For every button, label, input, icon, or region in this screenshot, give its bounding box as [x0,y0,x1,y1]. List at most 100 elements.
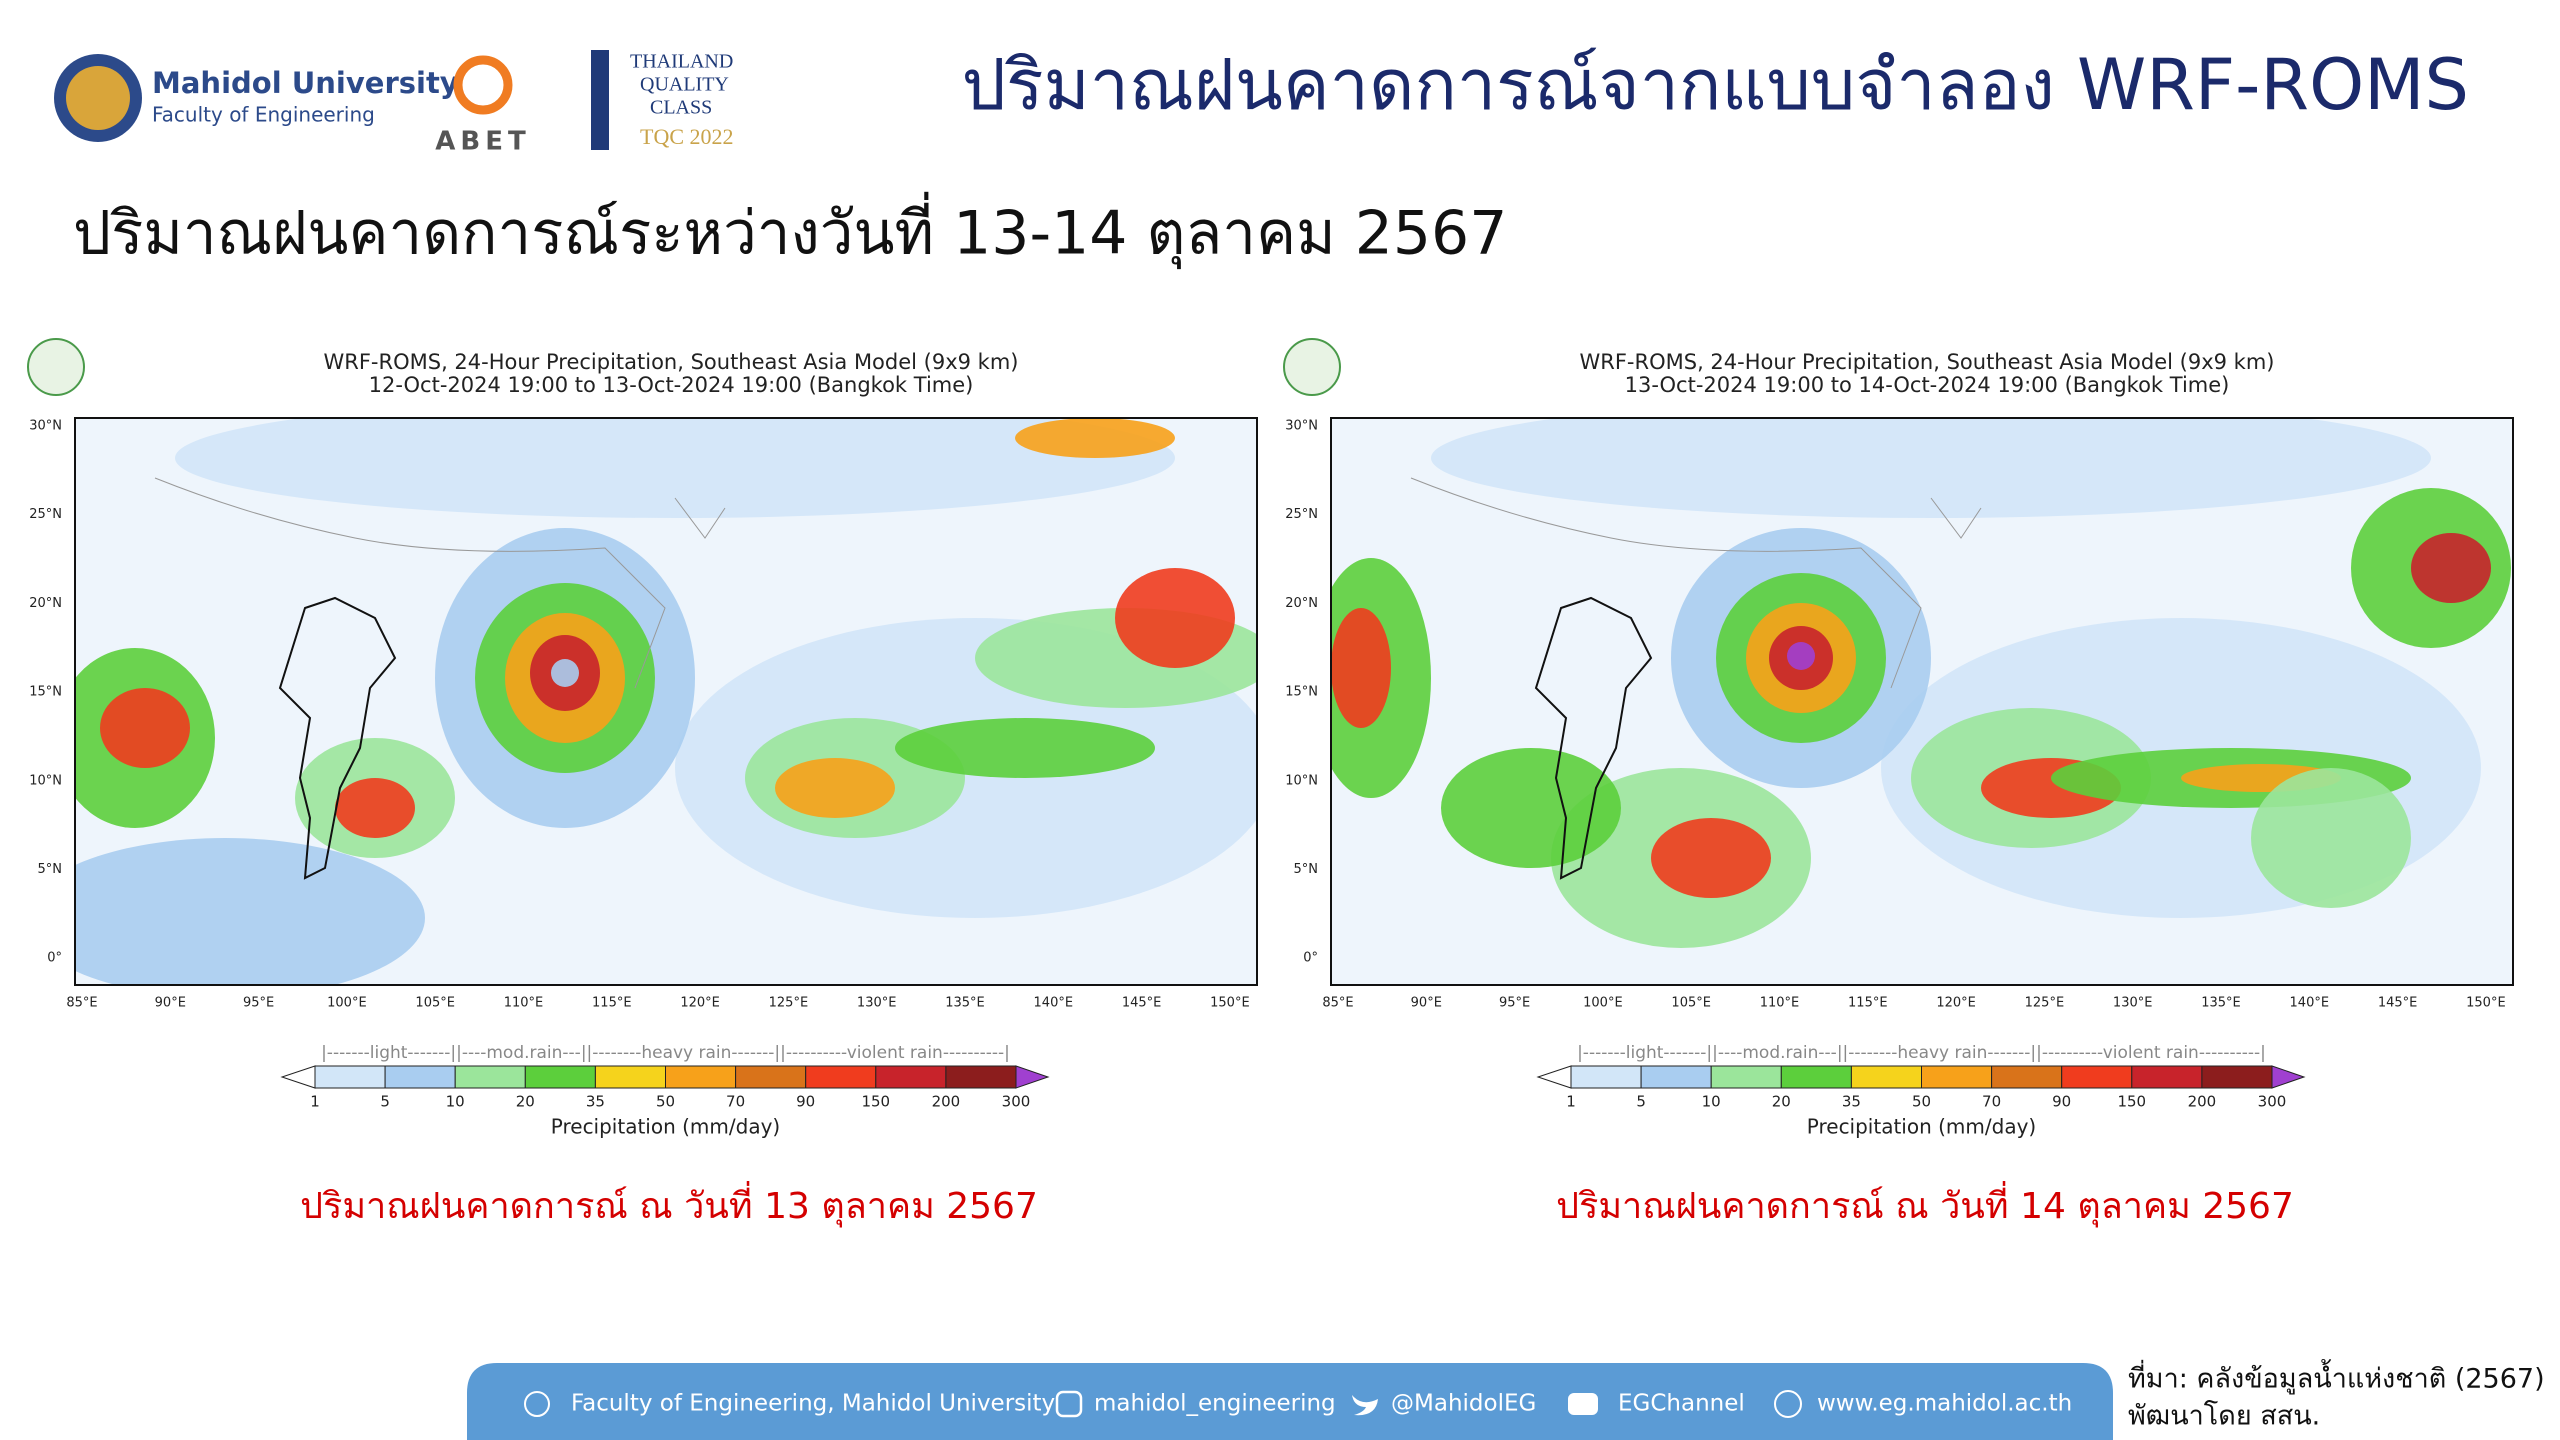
colorbar-level: 5 [1636,1093,1646,1111]
lon-label: 85°E [66,996,97,1011]
instagram-icon [1055,1390,1083,1418]
coastline [1534,596,1653,880]
colorbar-segment [1640,1065,1712,1089]
lon-label: 150°E [1210,996,1250,1011]
lat-label: 5°N [38,862,63,877]
source-note: พัฒนาโดย สสน. [2128,1401,2320,1432]
rain-area [895,718,1155,778]
lon-label: 125°E [769,996,809,1011]
lon-label: 140°E [2290,996,2330,1011]
lon-label: 150°E [2466,996,2506,1011]
colorbar-segment [805,1065,877,1089]
rain-area [1441,748,1621,868]
colorbar-segment [875,1065,947,1089]
rain-area [2251,768,2411,908]
lon-label: 85°E [1322,996,1353,1011]
coastline [154,477,726,689]
rain-area [775,758,895,818]
lon-label: 90°E [155,996,186,1011]
colorbar-segment [1780,1065,1852,1089]
rain-area [175,418,1175,518]
rain-area [1787,642,1815,670]
lat-label: 30°N [29,419,62,434]
lat-label: 25°N [29,507,62,522]
footer-item: @MahidolEG [1391,1391,1536,1417]
abet-logo [453,55,513,115]
colorbar-segment [735,1065,807,1089]
colorbar-level: 300 [2258,1093,2287,1111]
lat-label: 5°N [1294,862,1319,877]
map-frame [74,417,1258,986]
lon-label: 90°E [1411,996,1442,1011]
colorbar-level: 50 [656,1093,675,1111]
colorbar-level: 200 [2188,1093,2217,1111]
colorbar-level: 50 [1912,1093,1931,1111]
colorbar-level: 20 [516,1093,535,1111]
lon-label: 110°E [1760,996,1800,1011]
hii-logo [1283,338,1341,396]
rain-area [75,838,425,985]
colorbar-level: 90 [2052,1093,2071,1111]
colorbar-over [2271,1065,2306,1089]
rain-area [335,778,415,838]
colorbar-level: 10 [446,1093,465,1111]
coastline [1410,477,1982,689]
footer-item: EGChannel [1618,1391,1745,1417]
lon-label: 95°E [243,996,274,1011]
lon-label: 115°E [1848,996,1888,1011]
colorbar-level: 35 [586,1093,605,1111]
colorbar-level: 70 [1982,1093,2001,1111]
lon-label: 145°E [2378,996,2418,1011]
map-panel: WRF-ROMS, 24-Hour Precipitation, Southea… [27,338,1258,1228]
footer-bar [467,1363,2113,1440]
lat-label: 15°N [1285,685,1318,700]
university-name: Mahidol University [152,66,459,100]
colorbar-segment [384,1065,456,1089]
colorbar-segment [314,1065,386,1089]
colorbar-over [1015,1065,1050,1089]
colorbar-segment [454,1065,526,1089]
colorbar-segment [665,1065,737,1089]
lon-label: 130°E [2113,996,2153,1011]
lat-label: 30°N [1285,419,1318,434]
colorbar-under [1536,1065,1572,1089]
colorbar-segment [2131,1065,2203,1089]
faculty-name: Faculty of Engineering [152,103,375,127]
lat-label: 20°N [29,596,62,611]
lon-label: 115°E [592,996,632,1011]
lat-label: 0° [47,951,62,966]
colorbar-level: 35 [1842,1093,1861,1111]
lat-label: 15°N [29,685,62,700]
colorbar-under [280,1065,316,1089]
lon-label: 140°E [1034,996,1074,1011]
colorbar-level: 150 [2117,1093,2146,1111]
footer-item: www.eg.mahidol.ac.th [1817,1391,2072,1417]
tqc-line: TQC 2022 [640,124,734,149]
colorbar-segment [1921,1065,1993,1089]
lon-label: 110°E [504,996,544,1011]
tqc-emblem [591,50,609,150]
lon-label: 135°E [2201,996,2241,1011]
tqc-line: THAILAND [630,51,733,73]
colorbar-segment [1710,1065,1782,1089]
colorbar-level: 5 [380,1093,390,1111]
abet-text: ABET [435,127,530,157]
lat-label: 25°N [1285,507,1318,522]
tqc-line: CLASS [650,97,712,119]
map-panel: WRF-ROMS, 24-Hour Precipitation, Southea… [1283,338,2514,1228]
facebook-icon [524,1391,550,1417]
source-note: ที่มา: คลังข้อมูลน้ำแห่งชาติ (2567) [2128,1359,2545,1395]
coastline [278,596,397,880]
slide-subtitle: ปริมาณฝนคาดการณ์ระหว่างวันที่ 13-14 ตุลา… [73,192,1507,270]
footer-item: mahidol_engineering [1094,1391,1336,1417]
lon-label: 145°E [1122,996,1162,1011]
map-title: WRF-ROMS, 24-Hour Precipitation, Southea… [1579,350,2274,374]
colorbar-level: 90 [796,1093,815,1111]
web-icon [1774,1390,1802,1418]
map-caption: ปริมาณฝนคาดการณ์ ณ วันที่ 13 ตุลาคม 2567 [300,1181,1038,1228]
rain-area [1331,608,1391,728]
twitter-icon [1352,1395,1378,1416]
lat-label: 20°N [1285,596,1318,611]
hii-logo [27,338,85,396]
